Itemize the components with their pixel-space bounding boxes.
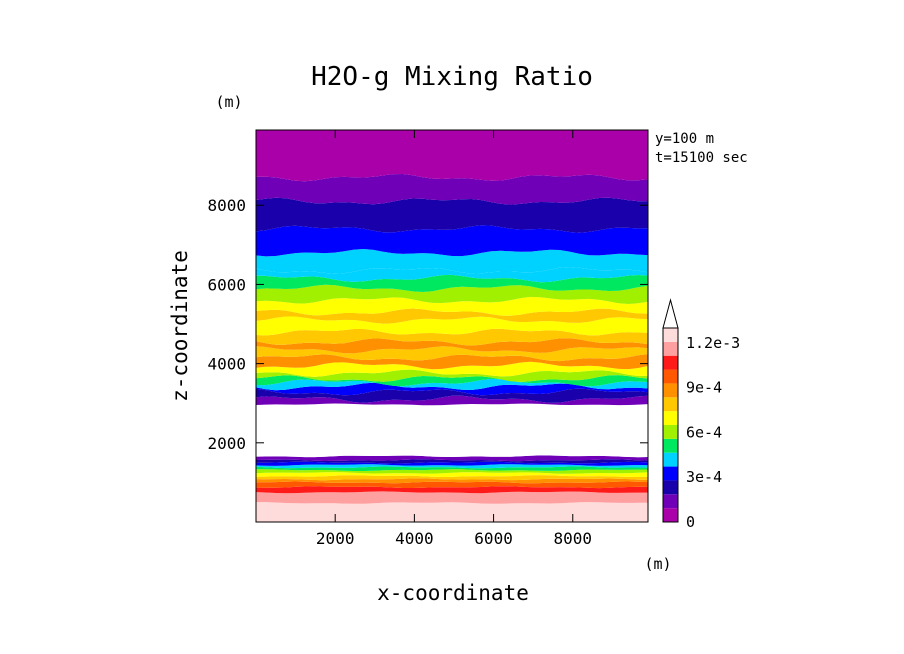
y-tick-label: 8000	[207, 196, 246, 215]
contour-band	[256, 361, 648, 377]
x-tick-label: 8000	[554, 529, 593, 548]
contour-band	[256, 369, 648, 382]
contour-band	[256, 455, 648, 462]
plot-frame	[255, 129, 649, 523]
colorbar-swatch	[663, 466, 678, 481]
contour-band	[256, 225, 648, 257]
colorbar: 0 3e-4 6e-4 9e-4 1.2e-3	[662, 298, 740, 531]
contour-band	[256, 316, 648, 336]
x-axis-label: x-coordinate	[377, 581, 529, 605]
y-unit-label: (m)	[215, 93, 242, 111]
contour-band	[256, 464, 648, 469]
colorbar-swatch	[663, 452, 678, 467]
contour-band	[256, 130, 648, 182]
contour-band	[256, 284, 648, 304]
y-axis: 2000 4000 6000 8000	[207, 196, 648, 453]
contour-band	[256, 388, 648, 403]
contour-band	[256, 502, 648, 522]
x-tick-label: 2000	[316, 529, 355, 548]
colorbar-swatch	[663, 341, 678, 356]
colorbar-tick-label: 3e-4	[686, 468, 722, 486]
contour-band	[256, 382, 648, 396]
colorbar-extend-arrow	[662, 298, 679, 329]
contour-band	[256, 328, 648, 346]
colorbar-swatch	[663, 369, 678, 384]
contour-band	[256, 249, 648, 274]
colorbar-swatch	[663, 383, 678, 398]
x-unit-label: (m)	[644, 555, 671, 573]
contour-band	[256, 346, 648, 362]
contour-band	[256, 461, 648, 466]
contour-band	[256, 491, 648, 504]
annotation-time: t=15100 sec	[655, 150, 748, 166]
colorbar-swatch	[663, 355, 678, 370]
contour-band	[256, 403, 648, 458]
colorbar-swatch	[663, 411, 678, 425]
colorbar-swatch	[663, 480, 678, 495]
colorbar-swatch	[663, 508, 678, 522]
contour-band	[256, 174, 648, 205]
colorbar-tick-label: 9e-4	[686, 379, 722, 397]
contour-band	[256, 274, 648, 292]
colorbar-tick-label: 6e-4	[686, 423, 722, 441]
contour-band	[256, 338, 648, 354]
colorbar-tick-label: 1.2e-3	[686, 334, 740, 352]
contour-band	[256, 472, 648, 477]
y-tick-label: 6000	[207, 275, 246, 294]
contour-band	[256, 481, 648, 489]
contour-band	[256, 478, 648, 484]
y-tick-label: 4000	[207, 355, 246, 374]
contour-band	[256, 378, 648, 391]
contour-band	[256, 466, 648, 471]
contour-field	[256, 130, 648, 522]
contour-band	[256, 296, 648, 316]
y-tick-label: 2000	[207, 434, 246, 453]
contour-band	[256, 354, 648, 370]
x-axis: 2000 4000 6000 8000	[316, 130, 592, 548]
colorbar-swatch	[663, 328, 678, 342]
contour-band	[256, 197, 648, 233]
contour-band	[256, 469, 648, 474]
contour-band	[256, 267, 648, 283]
x-tick-label: 6000	[474, 529, 513, 548]
y-axis-label: z-coordinate	[168, 250, 192, 402]
colorbar-tick-label: 0	[686, 513, 695, 531]
x-tick-label: 4000	[395, 529, 434, 548]
contour-band	[256, 308, 648, 324]
contour-band	[256, 459, 648, 464]
chart-title: H2O-g Mixing Ratio	[311, 62, 593, 92]
contour-band	[256, 486, 648, 494]
colorbar-swatch	[663, 438, 678, 453]
contour-band	[256, 375, 648, 387]
colorbar-swatch	[663, 425, 678, 439]
annotation-y-position: y=100 m	[655, 131, 714, 147]
contour-band	[256, 475, 648, 481]
colorbar-swatch	[663, 397, 678, 412]
colorbar-swatch	[663, 494, 678, 509]
